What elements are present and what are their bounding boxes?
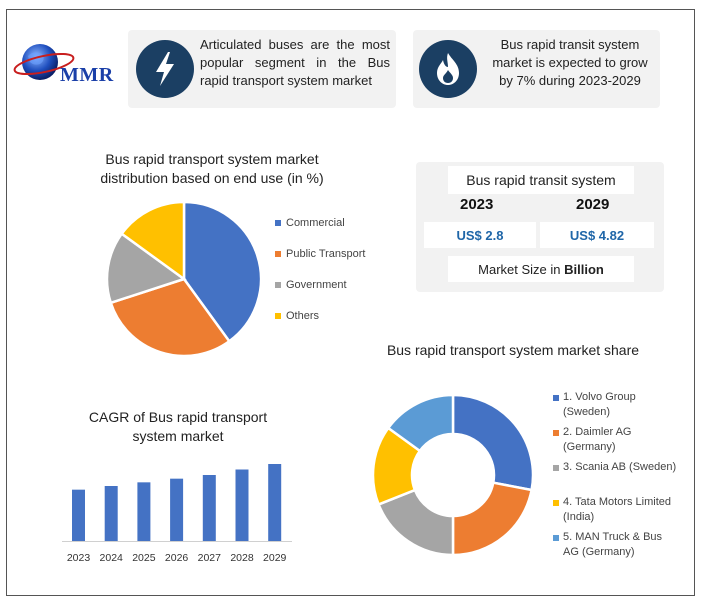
donut-legend-swatch	[553, 535, 559, 541]
bar-tick-label: 2026	[165, 552, 189, 564]
pie-legend-label: Commercial	[286, 217, 345, 229]
bar-tick-label: 2027	[198, 552, 222, 564]
pie-legend-item: Commercial	[275, 217, 345, 229]
donut-legend-item: 4. Tata Motors Limited (India)	[553, 495, 678, 525]
fact-card-growth: Bus rapid transit system market is expec…	[413, 30, 660, 108]
pie-slice-2	[109, 277, 232, 358]
lightning-icon-badge	[136, 40, 194, 98]
market-size-footer-box: Market Size in Billion	[448, 256, 634, 282]
globe-icon	[13, 44, 75, 80]
donut-legend-item: 5. MAN Truck & Bus AG (Germany)	[553, 530, 678, 560]
pie-legend-swatch	[275, 313, 281, 320]
donut-legend-swatch	[553, 465, 559, 471]
market-size-panel: Bus rapid transit system 2023 2029 US$ 2…	[416, 162, 664, 292]
pie-legend-item: Others	[275, 310, 319, 322]
bar-tick-label: 2025	[132, 552, 156, 564]
bar-2027	[202, 475, 216, 541]
market-size-title: Bus rapid transit system	[466, 172, 616, 188]
bar-2025	[137, 482, 151, 541]
value-2029: US$ 4.82	[569, 228, 625, 243]
bar-tick-label: 2023	[67, 552, 91, 564]
donut-legend-label: 1. Volvo Group (Sweden)	[563, 391, 636, 418]
value-2029-box: US$ 4.82	[540, 222, 654, 248]
donut-legend-label: 5. MAN Truck & Bus AG (Germany)	[563, 531, 663, 558]
pie-slice-3	[105, 231, 187, 305]
market-size-title-box: Bus rapid transit system	[448, 166, 634, 194]
donut-slice-2	[451, 481, 534, 557]
donut-slice-5	[386, 393, 455, 453]
pie-legend-swatch	[275, 220, 281, 227]
bar-chart-title: CAGR of Bus rapid transport system marke…	[88, 409, 268, 444]
donut-legend-item: 1. Volvo Group (Sweden)	[553, 390, 678, 420]
bar-tick-label: 2028	[230, 552, 254, 564]
donut-slice-1	[451, 393, 535, 492]
pie-legend-item: Government	[275, 279, 347, 291]
pie-legend-label: Others	[286, 310, 320, 322]
bar-2028	[235, 469, 249, 541]
donut-legend-label: 3. Scania AB (Sweden)	[563, 461, 677, 473]
infographic-frame	[6, 9, 695, 596]
market-size-footer: Market Size in Billion	[448, 262, 634, 277]
pie-chart-title: Bus rapid transport system market distri…	[100, 151, 324, 186]
value-2023-box: US$ 2.8	[424, 222, 536, 248]
donut-legend-label: 2. Daimler AG (Germany)	[563, 426, 632, 453]
pie-legend-swatch	[275, 282, 281, 289]
pie-legend-item: Public Transport	[275, 248, 365, 260]
donut-legend-swatch	[553, 430, 559, 436]
year-2029-label: 2029	[576, 196, 610, 213]
bar-2029	[268, 464, 282, 541]
market-size-footer-prefix: Market Size in	[478, 262, 565, 277]
fact-text-growth: Bus rapid transit system market is expec…	[492, 37, 648, 88]
donut-legend-swatch	[553, 395, 559, 401]
pie-legend-label: Public Transport	[286, 248, 366, 260]
donut-chart-title: Bus rapid transport system market share	[386, 342, 640, 358]
pie-slice-1	[182, 200, 263, 344]
fact-card-segment: Articulated buses are the most popular s…	[128, 30, 396, 108]
donut-legend-label: 4. Tata Motors Limited (India)	[563, 496, 672, 523]
pie-legend-swatch	[275, 251, 281, 258]
flame-icon-badge	[419, 40, 477, 98]
donut-legend-item: 3. Scania AB (Sweden)	[553, 460, 678, 475]
logo-text: MMR	[60, 64, 114, 86]
year-2023-label: 2023	[460, 196, 494, 213]
bar-tick-label: 2024	[100, 552, 124, 564]
value-2023: US$ 2.8	[456, 228, 504, 243]
pie-slice-4	[119, 200, 186, 282]
fact-text-segment: Articulated buses are the most popular s…	[200, 37, 390, 88]
donut-legend-item: 2. Daimler AG (Germany)	[553, 425, 678, 455]
market-size-footer-unit: Billion	[564, 262, 604, 277]
bar-2026	[170, 478, 184, 541]
bar-tick-label: 2029	[263, 552, 287, 564]
bar-2023	[72, 489, 85, 541]
donut-legend-swatch	[553, 500, 559, 506]
bar-2024	[104, 486, 118, 541]
pie-legend-label: Government	[286, 279, 347, 291]
flame-icon	[437, 53, 459, 85]
lightning-icon	[156, 52, 174, 86]
